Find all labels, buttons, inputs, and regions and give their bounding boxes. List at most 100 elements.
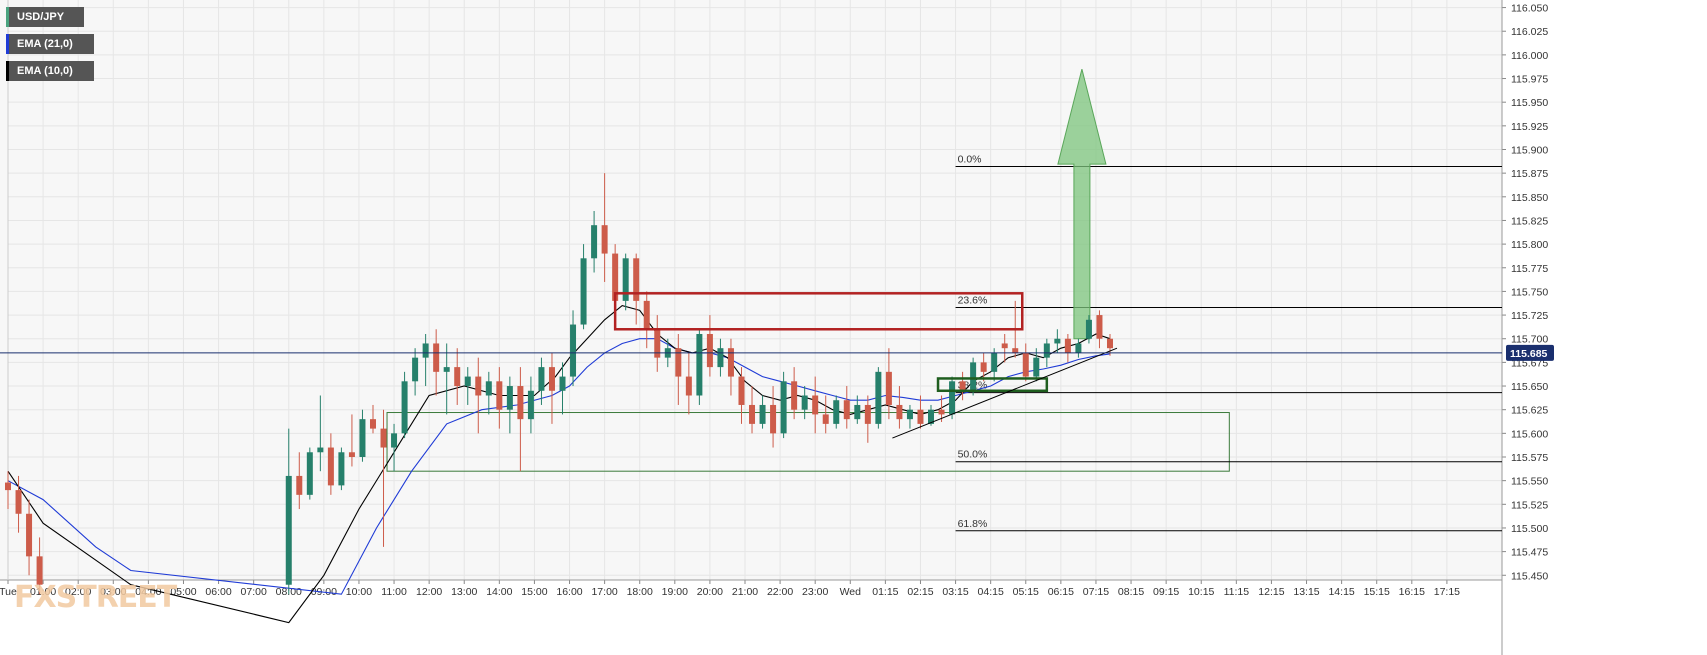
y-tick-label: 115.575 — [1511, 452, 1548, 464]
candle-body — [875, 371, 882, 424]
x-tick-label: 14:15 — [1328, 586, 1354, 598]
y-tick-label: 115.900 — [1511, 144, 1548, 156]
y-tick-label: 115.975 — [1511, 74, 1548, 86]
candle-body — [464, 376, 471, 387]
candle-body — [622, 258, 629, 301]
x-tick-label: 08:15 — [1118, 586, 1144, 598]
x-tick-label: 20:00 — [697, 586, 723, 598]
candle-body — [917, 409, 924, 424]
ascending-trendline — [892, 347, 1118, 439]
candle-body — [801, 395, 808, 410]
x-tick-label: 16:15 — [1399, 586, 1425, 598]
x-tick-label: 05:15 — [1013, 586, 1039, 598]
candle-body — [780, 381, 787, 434]
candle-body — [580, 258, 587, 325]
x-tick-label: 06:00 — [205, 586, 231, 598]
y-tick-label: 116.025 — [1511, 26, 1548, 38]
candle-body — [1012, 348, 1019, 353]
y-tick-label: 115.625 — [1511, 405, 1548, 417]
x-tick-label: 06:15 — [1048, 586, 1074, 598]
x-tick-label: 12:15 — [1258, 586, 1284, 598]
x-tick-label: 17:00 — [591, 586, 617, 598]
candle-body — [296, 475, 303, 495]
y-tick-label: 116.000 — [1511, 50, 1548, 62]
x-tick-label: 12:00 — [416, 586, 442, 598]
x-tick-label: 22:00 — [767, 586, 793, 598]
candle-body — [696, 333, 703, 396]
candle-body — [15, 490, 22, 514]
fxstreet-logo: FXSTREET — [14, 580, 177, 615]
x-tick-label: 14:00 — [486, 586, 512, 598]
candle-body — [496, 381, 503, 410]
ema10-line — [7, 304, 1111, 624]
candle-body — [928, 409, 935, 424]
candle-body — [1001, 343, 1008, 349]
ema21-line — [7, 338, 1111, 595]
x-tick-label: 15:00 — [521, 586, 547, 598]
candle-body — [391, 433, 398, 448]
x-tick-label: 13:15 — [1293, 586, 1319, 598]
y-tick-label: 115.750 — [1511, 286, 1548, 298]
y-tick-label: 115.725 — [1511, 310, 1548, 322]
x-tick-label: 04:15 — [978, 586, 1004, 598]
candle-body — [654, 329, 661, 358]
candle-body — [991, 352, 998, 372]
candle-body — [738, 376, 745, 405]
resistance-zone-box — [613, 292, 1024, 331]
candle-body — [1043, 343, 1050, 358]
candle-body — [854, 404, 861, 420]
candle-body — [970, 362, 977, 391]
candle-body — [612, 253, 619, 301]
candle-body — [759, 404, 766, 424]
y-tick-label: 115.950 — [1511, 97, 1548, 109]
y-tick-label: 115.800 — [1511, 239, 1548, 251]
x-tick-label: 07:00 — [241, 586, 267, 598]
symbol-legend[interactable]: USD/JPY — [6, 7, 84, 27]
candle-body — [896, 404, 903, 420]
candle-body — [485, 381, 492, 396]
candle-body — [559, 376, 566, 391]
candle-body — [317, 447, 324, 453]
candle-body — [454, 367, 461, 387]
candle-body — [1085, 319, 1092, 339]
ema10-legend[interactable]: EMA (10,0) — [6, 61, 94, 81]
y-tick-label: 115.525 — [1511, 499, 1548, 511]
candle-body — [348, 452, 355, 457]
x-axis-background — [0, 580, 1502, 655]
x-tick-label: 03:15 — [942, 586, 968, 598]
ema21-legend[interactable]: EMA (21,0) — [6, 34, 94, 54]
candle-body — [26, 513, 33, 557]
candle-body — [864, 404, 871, 424]
candle-body — [36, 556, 43, 585]
candle-body — [5, 482, 11, 491]
candle-body — [706, 333, 713, 368]
x-tick-label: 01:15 — [872, 586, 898, 598]
x-tick-label: 21:00 — [732, 586, 758, 598]
candle-body — [285, 475, 292, 585]
candle-body — [906, 409, 913, 420]
candle-body — [1075, 343, 1082, 353]
x-tick-label: 17:15 — [1434, 586, 1460, 598]
fib-level-label: 0.0% — [958, 154, 982, 166]
candle-body — [959, 381, 966, 391]
y-tick-label: 115.875 — [1511, 168, 1548, 180]
candle-body — [443, 367, 450, 372]
fib-level-label: 23.6% — [958, 295, 988, 307]
candle-body — [475, 376, 482, 396]
candle-body — [327, 447, 334, 486]
fib-level-label: 50.0% — [958, 449, 988, 461]
y-tick-label: 115.600 — [1511, 428, 1548, 440]
candle-body — [770, 404, 777, 434]
current-price-badge — [1506, 344, 1554, 361]
candle-body — [401, 381, 408, 434]
x-tick-label: 02:15 — [907, 586, 933, 598]
y-tick-label: 115.500 — [1511, 523, 1548, 535]
x-tick-label: 05:00 — [170, 586, 196, 598]
y-tick-label: 115.925 — [1511, 121, 1548, 133]
candle-body — [412, 357, 419, 382]
candle-body — [380, 428, 387, 448]
x-tick-label: 04:00 — [135, 586, 161, 598]
candle-body — [1064, 338, 1071, 353]
candle-body — [717, 348, 724, 368]
